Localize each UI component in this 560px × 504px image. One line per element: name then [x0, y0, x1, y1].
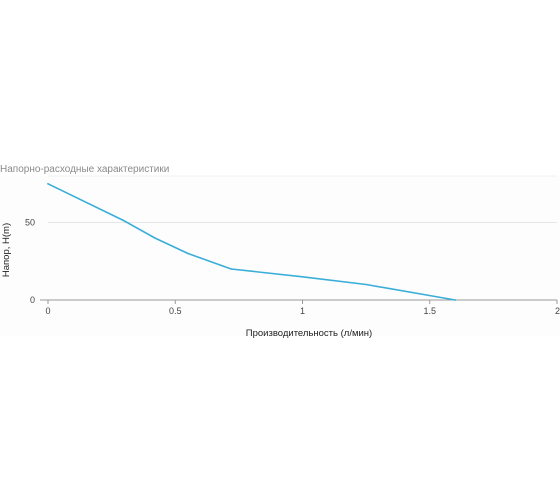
- chart-title: Напорно-расходные характеристики: [0, 164, 170, 175]
- axes: 0 50 0 0.5 1 1.5 2: [25, 218, 560, 317]
- plot-background: [0, 176, 560, 336]
- data-point: [187, 252, 189, 255]
- series-line: [47, 183, 457, 301]
- plot-area: [0, 176, 560, 336]
- data-point: [230, 268, 233, 270]
- data-point: [47, 182, 49, 185]
- y-axis-label: Напор, H(m): [1, 223, 12, 277]
- labels: Производительность (л/мин) Напор, H(m): [1, 223, 372, 339]
- y-tick-label: 50: [25, 218, 35, 228]
- x-tick-label: 0: [45, 306, 50, 316]
- x-tick-label: 1: [300, 306, 305, 316]
- data-point: [454, 299, 457, 301]
- data-point: [365, 283, 367, 286]
- data-point: [154, 237, 156, 239]
- series-layer: [47, 182, 457, 301]
- y-tick-label: 0: [30, 295, 35, 305]
- data-point: [301, 275, 304, 278]
- x-tick-label: 1.5: [423, 306, 436, 316]
- x-tick-label: 0.5: [169, 306, 182, 316]
- gridlines: [48, 175, 557, 223]
- x-tick-label: 2: [555, 306, 560, 316]
- data-point: [123, 220, 126, 222]
- x-axis-label: Производительность (л/мин): [246, 328, 372, 339]
